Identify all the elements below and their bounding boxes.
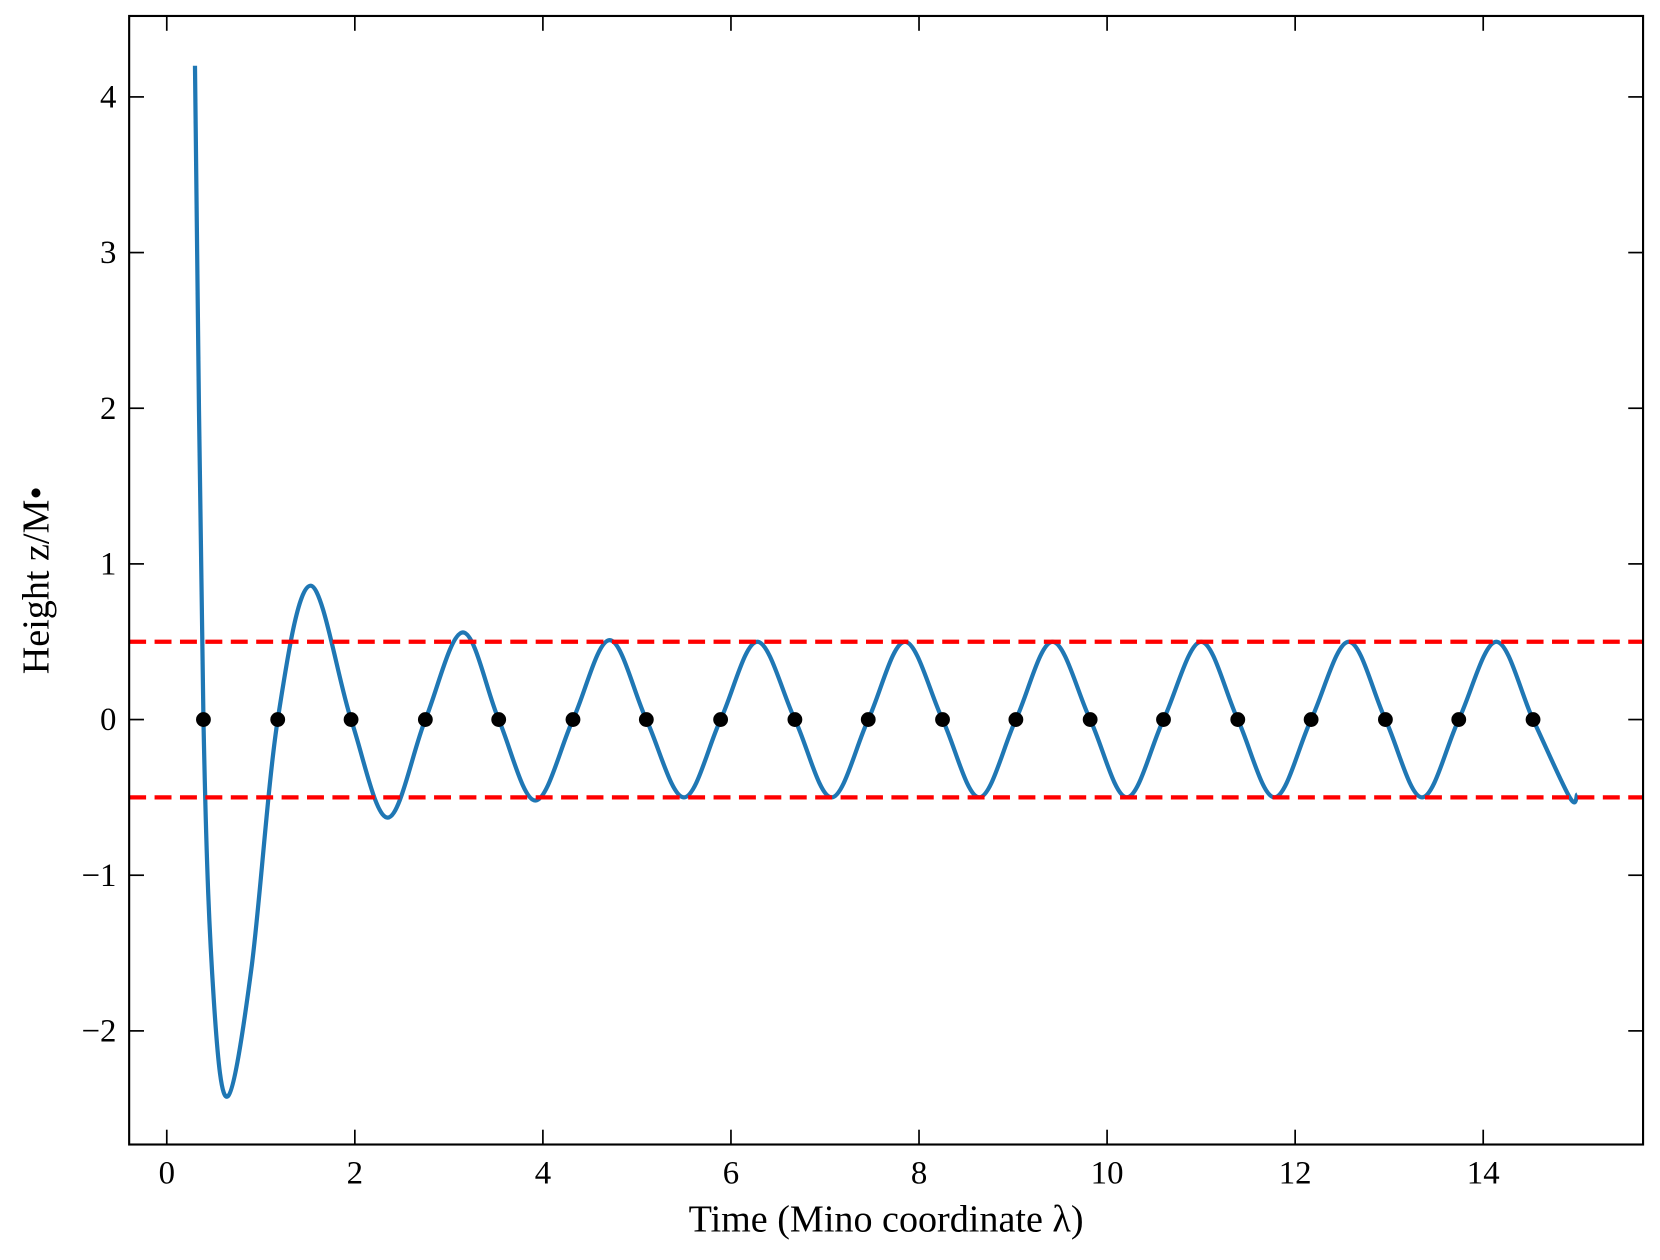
x-axis-label: Time (Mino coordinate λ): [689, 1198, 1084, 1240]
point: [270, 712, 286, 727]
y-tick-label: 4: [100, 80, 116, 116]
point: [638, 712, 654, 727]
y-tick-label: 2: [100, 391, 116, 427]
point: [860, 712, 876, 727]
point: [1451, 712, 1467, 727]
x-tick-label: 0: [159, 1156, 175, 1192]
y-tick-label: −2: [82, 1013, 117, 1049]
point: [196, 712, 211, 727]
curve: [192, 65, 1580, 1099]
x-tick-label: 12: [1279, 1156, 1312, 1192]
x-tick-label: 2: [347, 1156, 363, 1192]
x-tick-label: 10: [1091, 1156, 1124, 1192]
y-axis-label: Height z/M•: [16, 486, 58, 674]
point: [1378, 712, 1393, 727]
plot-frame: [128, 14, 1645, 1146]
y-tick-label: 3: [100, 235, 116, 271]
x-tick-label: 8: [911, 1156, 927, 1192]
point: [565, 712, 581, 727]
y-tick-label: −1: [82, 858, 117, 894]
point: [491, 712, 507, 727]
point: [1082, 712, 1098, 727]
point: [343, 712, 359, 727]
y-tick-label: 1: [100, 546, 116, 582]
x-tick-label: 6: [723, 1156, 739, 1192]
point: [417, 712, 433, 727]
x-tick-label: 14: [1467, 1156, 1500, 1192]
point: [713, 712, 729, 727]
point: [1156, 712, 1171, 727]
y-tick-label: 0: [100, 702, 116, 738]
point: [1525, 712, 1541, 727]
point: [1230, 712, 1246, 727]
point: [1303, 712, 1319, 727]
point: [1008, 712, 1024, 727]
point: [787, 712, 803, 727]
x-tick-label: 4: [535, 1156, 551, 1192]
point: [935, 712, 950, 727]
